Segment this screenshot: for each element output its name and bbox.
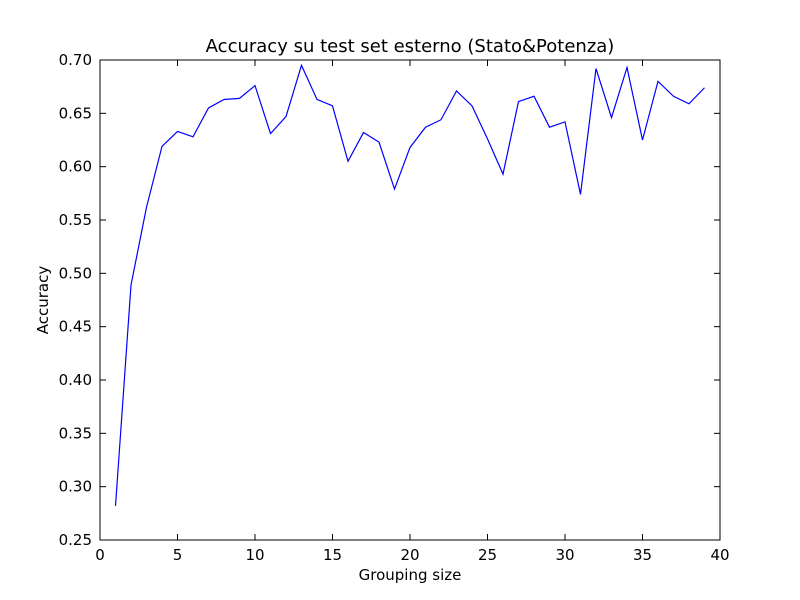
x-tick-label: 20 [400,546,419,564]
y-tick-label: 0.35 [59,424,92,442]
series-line [114,63,705,506]
series-layer [114,63,705,506]
x-axis-ticks: 0 5 10 15 20 25 30 35 40 [95,60,730,564]
y-tick-label: 0.65 [59,104,92,122]
x-tick-label: 30 [555,546,574,564]
y-tick-label: 0.55 [59,211,92,229]
x-tick-label: 5 [173,546,183,564]
y-tick-label: 0.25 [59,531,92,549]
x-tick-label: 10 [245,546,264,564]
y-tick-label: 0.45 [59,318,92,336]
y-axis-ticks: 0.25 0.30 0.35 0.40 0.45 0.50 0.55 0.60 0.65 0.70 [59,51,720,549]
x-tick-label: 35 [633,546,652,564]
x-axis-label: Grouping size [359,566,462,584]
chart-title: Accuracy su test set esterno (Stato&Pote… [206,36,615,57]
x-tick-label: 15 [323,546,342,564]
y-tick-label: 0.60 [59,158,92,176]
y-tick-label: 0.50 [59,264,92,282]
y-tick-label: 0.30 [59,478,92,496]
y-axis-label: Accuracy [34,266,52,335]
y-tick-label: 0.40 [59,371,92,389]
y-tick-label: 0.70 [59,51,92,69]
plot-area-frame [99,59,721,541]
x-tick-label: 0 [95,546,105,564]
x-tick-label: 40 [710,546,729,564]
x-tick-label: 25 [478,546,497,564]
